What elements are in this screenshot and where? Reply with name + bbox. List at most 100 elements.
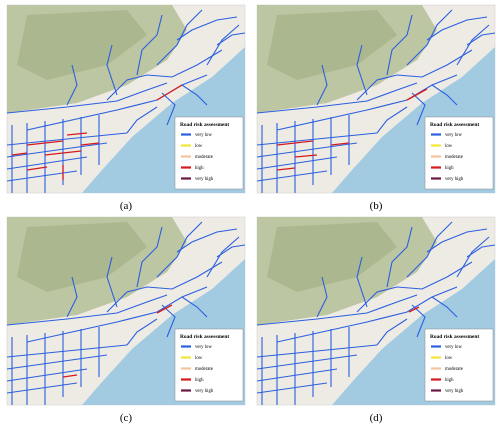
road [6,156,88,170]
legend-title: Road risk assessment [430,122,479,128]
legend-box [174,328,244,402]
road [176,16,238,41]
legend-label: moderate [195,367,213,372]
legend-label: very low [195,133,212,138]
risk-road [330,142,350,146]
risk-road [11,152,28,156]
road [6,368,88,382]
map-panel: Road risk assessment very low low moderate h… [256,4,496,194]
road [386,14,413,76]
road [256,368,338,382]
map-panel: Road risk assessment very low low moderate h… [6,4,246,194]
road [356,44,368,96]
caption: (d) [370,412,383,424]
road [6,142,108,158]
legend-label: high [195,166,204,171]
legend: Road risk assessment very low low moderate h… [424,328,494,402]
risk-road [156,84,183,101]
hills-shade [17,10,147,80]
road [356,49,473,101]
road [376,318,408,346]
road [26,286,208,343]
hills-shade [267,222,397,292]
road [356,261,473,313]
map-panel: Road risk assessment very low low moderate h… [256,216,496,406]
road [106,44,118,96]
legend: Road risk assessment very low low moderate h… [424,116,494,190]
legend-label: very high [445,177,464,182]
road [66,276,78,318]
road [406,221,453,278]
risk-road [408,306,420,313]
road [136,226,163,288]
road [406,9,453,66]
road [206,236,240,278]
road [181,84,208,106]
road [126,318,158,346]
road [316,64,328,106]
road [156,9,203,66]
road [256,354,358,370]
road [256,156,338,170]
road [136,14,163,76]
risk-road [276,140,314,146]
road [376,106,408,134]
road [411,92,426,126]
legend-title: Road risk assessment [180,334,229,340]
road [216,32,246,46]
road [356,256,368,308]
risk-road [156,304,173,314]
risk-road [294,154,318,158]
risk-road [26,166,48,171]
road [426,16,488,41]
road [181,296,208,318]
legend-label: low [195,356,203,361]
road [156,221,203,278]
road [6,354,108,370]
road [106,256,118,308]
risk-road [44,150,82,156]
road [106,49,223,101]
road [6,294,168,326]
road [161,92,176,126]
map-panel: Road risk assessment very low low moderate h… [6,216,246,406]
road [256,382,328,394]
caption: (b) [370,200,383,212]
legend: Road risk assessment very low low moderate h… [174,116,244,190]
road [466,244,496,258]
legend-label: low [445,356,453,361]
risk-road [66,132,88,136]
risk-road [276,167,296,171]
legend-label: very low [195,345,212,350]
legend-label: moderate [195,155,213,160]
road [456,24,490,66]
legend-label: very high [195,389,214,394]
road [456,236,490,278]
legend-box [424,116,494,190]
road [316,276,328,318]
caption: (a) [120,200,133,212]
legend-label: very high [195,177,214,182]
road [6,82,168,114]
risk-road [406,88,428,101]
road [256,82,418,114]
road [256,294,418,326]
legend-label: high [445,166,454,171]
hills-shade [17,222,147,292]
road [216,244,246,258]
road [106,261,223,313]
hills-shade [267,10,397,80]
legend-box [174,116,244,190]
road [466,32,496,46]
road [126,106,158,134]
legend-box [424,328,494,402]
road [206,24,240,66]
road [276,286,458,343]
road [256,142,358,158]
road [176,228,238,253]
road [6,382,78,394]
caption: (c) [120,412,133,424]
road [6,170,78,182]
legend-title: Road risk assessment [180,122,229,128]
